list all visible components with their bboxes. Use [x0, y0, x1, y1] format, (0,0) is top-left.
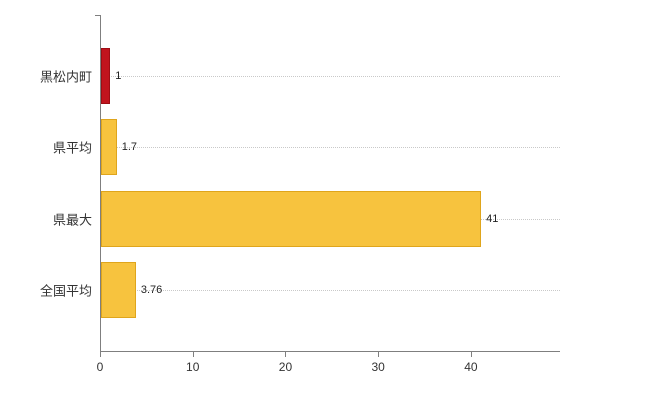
y-axis-tick	[95, 15, 100, 16]
x-tick-label: 0	[96, 360, 104, 374]
bar	[101, 47, 111, 104]
x-tick-label: 10	[186, 360, 200, 374]
plot-area: 1 1.7 41 3.76	[100, 15, 560, 352]
category-label: 県平均	[52, 140, 92, 156]
x-tick-label: 40	[464, 360, 478, 374]
bar	[101, 119, 117, 176]
category-label: 県最大	[52, 212, 92, 228]
gridline	[101, 290, 560, 292]
gridline	[101, 147, 560, 149]
x-tick	[100, 352, 101, 357]
value-label: 1	[115, 69, 122, 82]
category-label: 全国平均	[39, 283, 92, 299]
x-tick	[378, 352, 380, 357]
x-tick	[285, 352, 287, 357]
gridline	[101, 75, 560, 77]
x-tick-label: 20	[278, 360, 293, 374]
x-tick-label: 30	[371, 360, 385, 374]
bar	[101, 262, 136, 319]
value-label: 3.76	[140, 284, 163, 297]
category-label: 黒松内町	[39, 69, 92, 85]
value-label: 1.7	[121, 141, 138, 154]
x-tick	[470, 352, 472, 357]
value-label: 41	[486, 212, 499, 225]
bar	[101, 190, 482, 247]
x-tick	[192, 352, 194, 357]
